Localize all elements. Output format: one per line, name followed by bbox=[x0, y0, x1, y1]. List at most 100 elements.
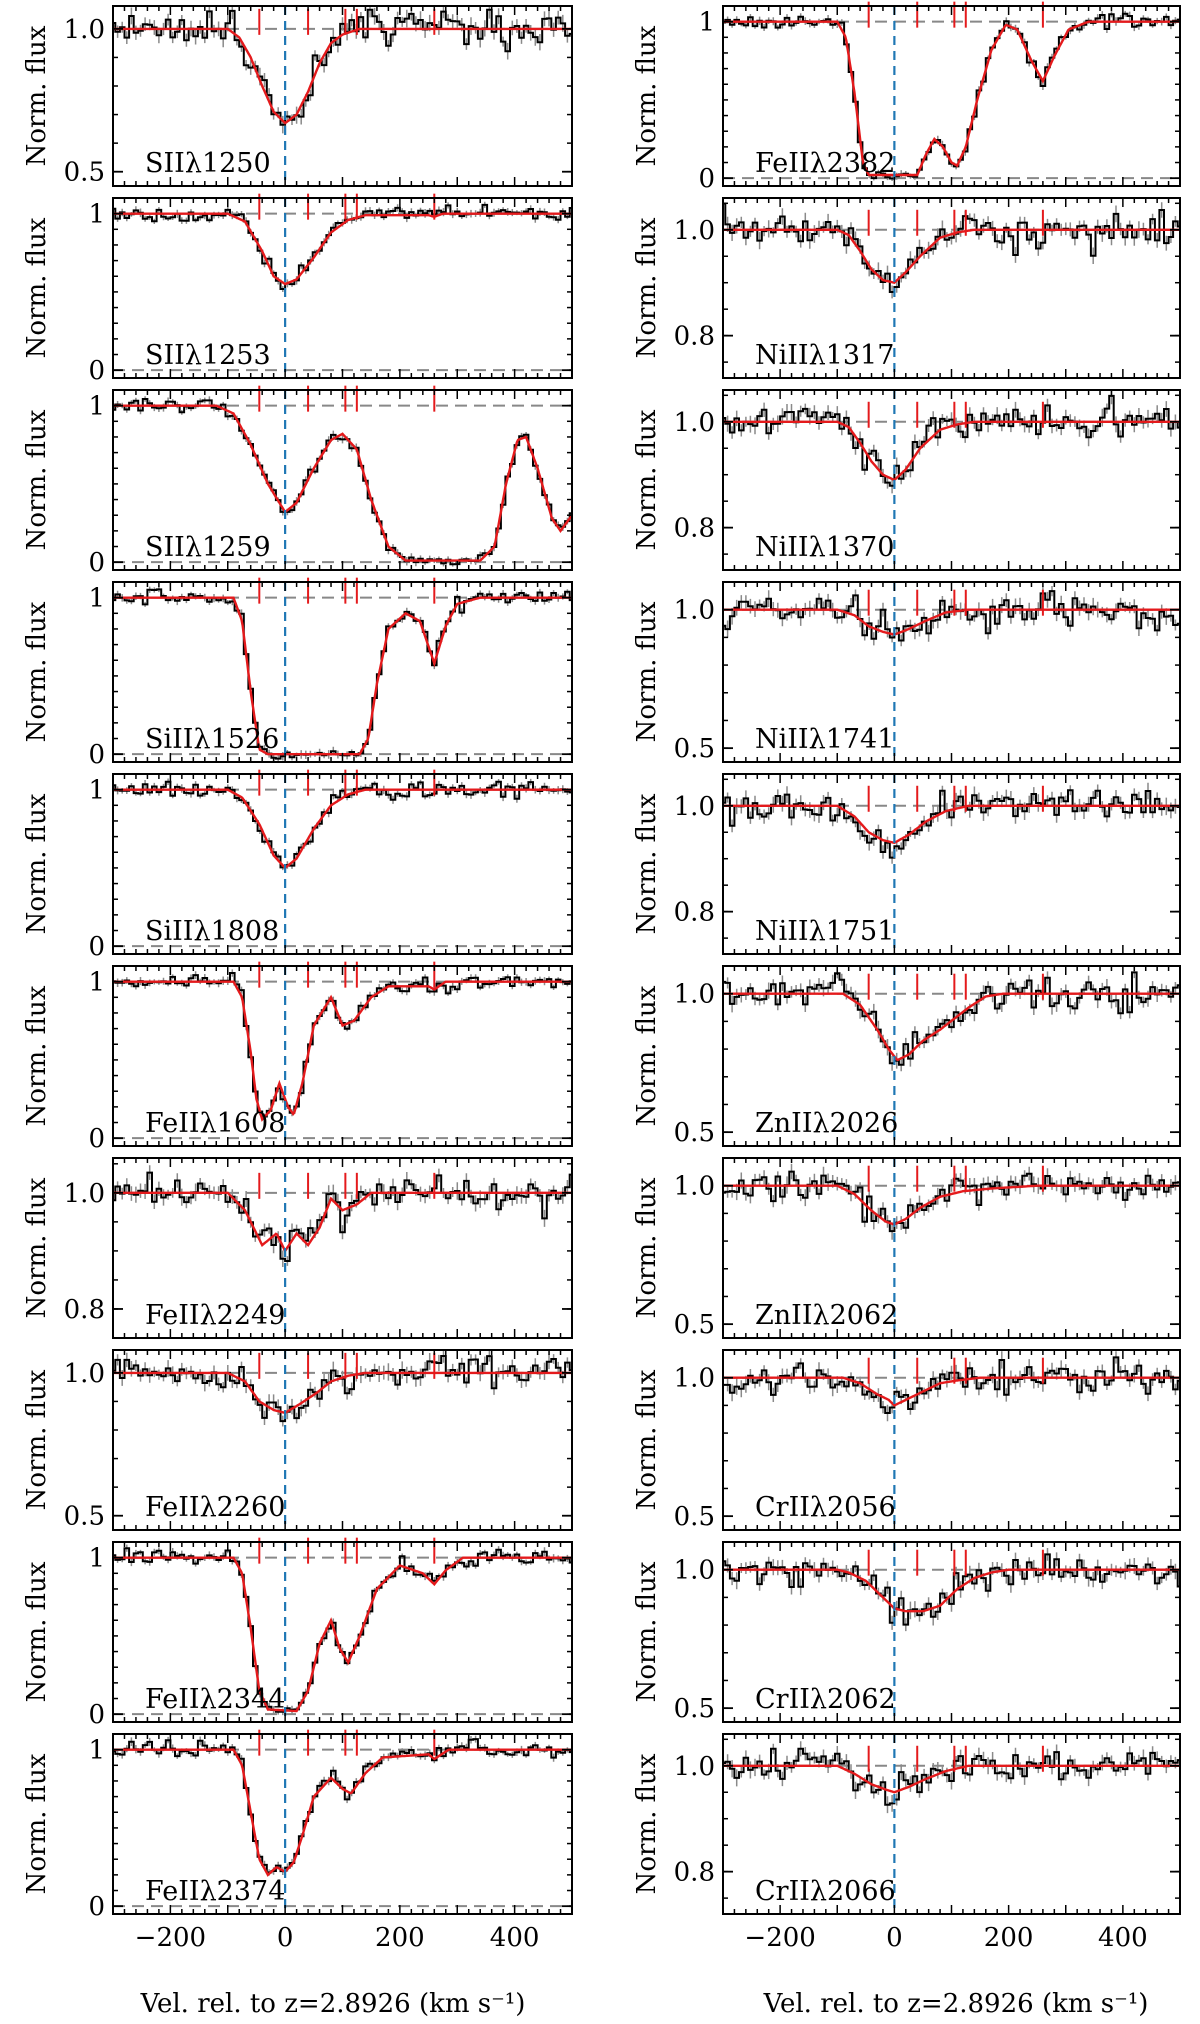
flux-errorbars bbox=[723, 966, 1180, 1072]
model-profile bbox=[723, 20, 1180, 177]
transition-label: SiIIλ1808 bbox=[145, 916, 279, 947]
y-tick-label: 1.0 bbox=[674, 1364, 715, 1394]
model-profile bbox=[723, 1184, 1180, 1226]
y-tick-label: 0.5 bbox=[674, 1118, 715, 1148]
transition-label: FeIIλ2344 bbox=[145, 1684, 285, 1715]
panel-r7: 0.5 1.0 Norm. flux ZnIIλ2062 bbox=[632, 1157, 1181, 1340]
y-tick-label: 0.5 bbox=[674, 1310, 715, 1340]
y-axis-label: Norm. flux bbox=[22, 1753, 52, 1894]
y-tick-label: 1 bbox=[698, 8, 715, 38]
y-tick-label: 1 bbox=[88, 1736, 105, 1766]
panel-plot-area bbox=[113, 1350, 572, 1427]
panel-plot-area bbox=[723, 1741, 1180, 1814]
panel-plot-area bbox=[723, 1351, 1180, 1422]
panel-plot-area bbox=[723, 10, 1180, 181]
y-tick-label: 1.0 bbox=[674, 1556, 715, 1586]
y-tick-label: 0 bbox=[698, 164, 715, 194]
model-profile bbox=[723, 1376, 1180, 1407]
panel-plot-area bbox=[113, 1735, 572, 1908]
y-axis-label: Norm. flux bbox=[632, 1177, 662, 1318]
y-tick-label: 1.0 bbox=[64, 1179, 105, 1209]
flux-spectrum bbox=[113, 1171, 572, 1262]
y-tick-label: 1.0 bbox=[674, 1752, 715, 1782]
y-axis-label: Norm. flux bbox=[632, 601, 662, 742]
panel-plot-area bbox=[723, 390, 1180, 494]
transition-label: ZnIIλ2062 bbox=[755, 1300, 898, 1331]
x-axis-left: Vel. rel. to z=2.8926 (km s⁻¹) bbox=[140, 1989, 526, 2019]
transition-label: CrIIλ2066 bbox=[755, 1876, 896, 1907]
x-axis-right: Vel. rel. to z=2.8926 (km s⁻¹) bbox=[763, 1989, 1149, 2019]
flux-errorbars bbox=[723, 586, 1180, 647]
panel-plot-area bbox=[113, 778, 572, 948]
x-tick-label: 200 bbox=[375, 1923, 425, 1953]
y-axis-label: Norm. flux bbox=[22, 409, 52, 550]
transition-label: FeIIλ1608 bbox=[145, 1108, 285, 1139]
model-profile bbox=[113, 1748, 572, 1877]
y-tick-label: 1.0 bbox=[674, 980, 715, 1010]
flux-spectrum bbox=[113, 8, 572, 126]
panel-r8: 0.5 1.0 Norm. flux CrIIλ2056 bbox=[632, 1349, 1181, 1532]
transition-label: ZnIIλ2026 bbox=[755, 1108, 898, 1139]
y-tick-label: 0.8 bbox=[674, 514, 715, 544]
flux-spectrum bbox=[113, 1738, 572, 1874]
panel-r10: 0.8 1.0 Norm. flux CrIIλ2066 −200 0 200 400 bbox=[632, 1733, 1181, 1953]
panel-l2: 0 1 Norm. flux SIIλ1253 bbox=[22, 193, 573, 386]
flux-errorbars bbox=[723, 1741, 1180, 1814]
x-tick-label: 200 bbox=[984, 1923, 1034, 1953]
y-axis-label: Norm. flux bbox=[22, 25, 52, 166]
panel-plot-area bbox=[113, 1544, 572, 1716]
transition-label: NiIIλ1751 bbox=[755, 916, 894, 947]
model-profile bbox=[723, 804, 1180, 845]
y-tick-label: 1.0 bbox=[674, 792, 715, 822]
y-axis-label: Norm. flux bbox=[632, 985, 662, 1126]
model-profile bbox=[113, 1556, 572, 1713]
y-tick-label: 1 bbox=[88, 968, 105, 998]
panel-r4: 0.5 1.0 Norm. flux NiIIλ1741 bbox=[632, 581, 1181, 764]
y-tick-label: 0 bbox=[88, 1124, 105, 1154]
flux-errorbars bbox=[723, 1163, 1180, 1240]
y-tick-label: 0 bbox=[88, 1892, 105, 1922]
transition-label: FeIIλ2374 bbox=[145, 1876, 285, 1907]
y-axis-label: Norm. flux bbox=[22, 985, 52, 1126]
panel-l3: 0 1 Norm. flux SIIλ1259 bbox=[22, 385, 573, 578]
model-profile bbox=[113, 788, 572, 870]
panel-r9: 0.5 1.0 Norm. flux CrIIλ2062 bbox=[632, 1541, 1181, 1724]
flux-errorbars bbox=[113, 1350, 572, 1427]
y-axis-label: Norm. flux bbox=[632, 409, 662, 550]
transition-label: NiIIλ1741 bbox=[755, 724, 894, 755]
transition-label: NiIIλ1317 bbox=[755, 340, 894, 371]
y-tick-label: 0.5 bbox=[64, 158, 105, 188]
model-profile bbox=[113, 404, 572, 562]
x-tick-label: 400 bbox=[490, 1923, 540, 1953]
panel-plot-area bbox=[723, 586, 1180, 647]
panels-layer: 0.5 1.0 Norm. flux SIIλ1250 0 1 Norm. flux SIIλ… bbox=[22, 1, 1181, 1953]
y-axis-label: Norm. flux bbox=[22, 1177, 52, 1318]
y-axis-label: Norm. flux bbox=[632, 25, 662, 166]
flux-spectrum bbox=[723, 202, 1180, 293]
y-tick-label: 1 bbox=[88, 392, 105, 422]
panel-r3: 0.8 1.0 Norm. flux NiIIλ1370 bbox=[632, 389, 1181, 571]
y-tick-label: 0.8 bbox=[674, 898, 715, 928]
x-tick-label: 0 bbox=[886, 1923, 903, 1953]
y-axis-label: Norm. flux bbox=[632, 793, 662, 934]
y-tick-label: 0.5 bbox=[674, 1694, 715, 1724]
flux-spectrum bbox=[723, 1747, 1180, 1806]
transition-label: NiIIλ1370 bbox=[755, 532, 894, 563]
flux-spectrum bbox=[113, 1355, 572, 1423]
flux-spectrum bbox=[723, 1553, 1180, 1626]
model-profile bbox=[113, 1371, 572, 1415]
flux-spectrum bbox=[723, 971, 1180, 1066]
y-tick-label: 0.5 bbox=[674, 1502, 715, 1532]
panel-plot-area bbox=[723, 782, 1180, 864]
model-profile bbox=[723, 992, 1180, 1062]
panel-l6: 0 1 Norm. flux FeIIλ1608 bbox=[22, 961, 573, 1154]
transition-label: SIIλ1250 bbox=[145, 148, 271, 179]
model-profile bbox=[723, 608, 1180, 636]
x-tick-label: −200 bbox=[135, 1923, 206, 1953]
flux-errorbars bbox=[723, 390, 1180, 494]
panel-plot-area bbox=[723, 1163, 1180, 1240]
y-tick-label: 1.0 bbox=[64, 15, 105, 45]
flux-errorbars bbox=[723, 1548, 1180, 1632]
panel-l8: 0.5 1.0 Norm. flux FeIIλ2260 bbox=[22, 1349, 573, 1532]
model-profile bbox=[723, 228, 1180, 285]
